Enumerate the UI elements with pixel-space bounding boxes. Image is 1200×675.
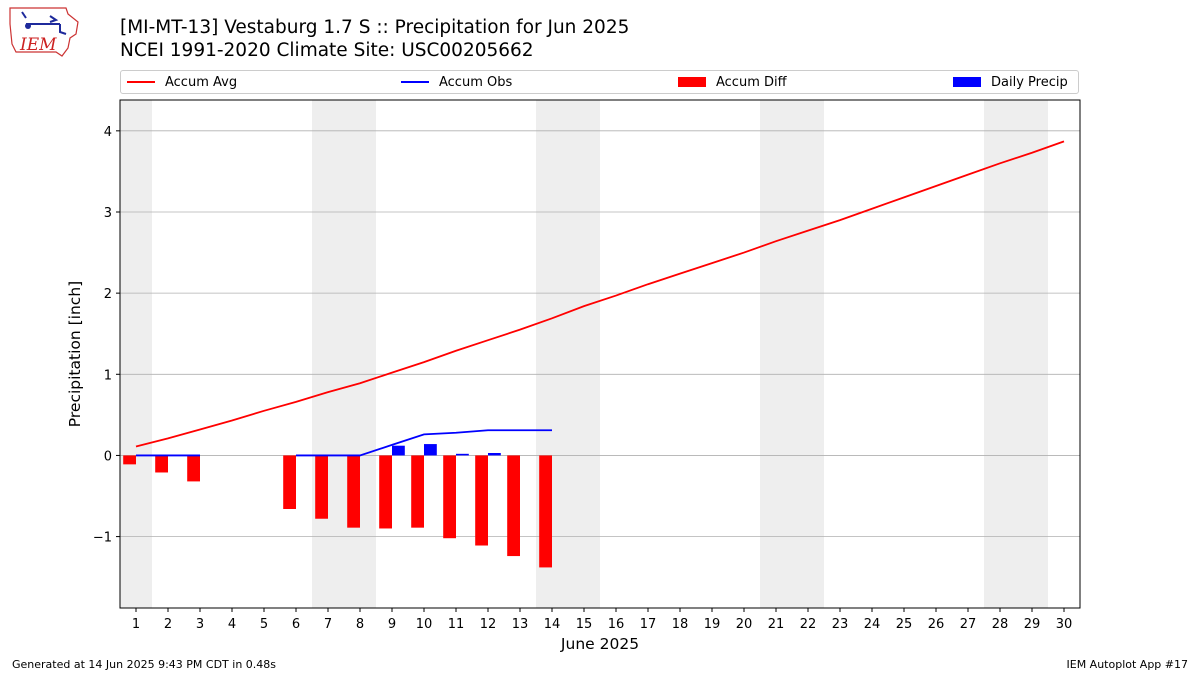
x-tick-label: 16 [608,617,625,632]
x-tick-label: 22 [800,617,817,632]
weather-symbols-icon [21,11,67,35]
x-tick-label: 7 [324,617,332,632]
y-tick-label: 2 [104,287,112,302]
x-tick-label: 20 [736,617,753,632]
weekend-band [984,100,1048,608]
weekend-band [312,100,376,608]
x-tick-label: 2 [164,617,172,632]
accum-diff-bar [155,455,168,473]
x-tick-label: 8 [356,617,364,632]
y-tick-label: 0 [104,449,112,464]
generated-note: Generated at 14 Jun 2025 9:43 PM CDT in … [12,658,277,671]
accum-obs-line [296,429,552,457]
accum-diff-bar [123,455,136,465]
legend-item-accum-diff: Accum Diff [678,71,787,93]
y-axis-label: Precipitation [inch] [66,281,84,427]
x-tick-label: 13 [512,617,529,632]
legend-swatch-daily-precip [953,77,981,87]
legend: Accum Avg Accum Obs Accum Diff Daily Pre… [120,70,1079,94]
x-tick-label: 1 [132,617,140,632]
legend-label-accum-avg: Accum Avg [165,74,238,90]
accum-diff-bar [475,455,488,546]
legend-item-accum-obs: Accum Obs [401,71,512,93]
x-tick-label: 26 [928,617,945,632]
x-tick-label: 10 [416,617,433,632]
y-tick-label: 3 [104,206,112,221]
app-credit: IEM Autoplot App #17 [1066,658,1189,671]
y-tick-label: 1 [104,368,112,383]
accum-diff-bar [411,455,424,528]
legend-label-accum-diff: Accum Diff [716,74,787,90]
x-tick-label: 12 [480,617,497,632]
accum-avg-line [135,140,1065,448]
x-tick-label: 14 [544,617,561,632]
x-tick-label: 28 [992,617,1009,632]
accum-diff-bar [315,455,328,519]
accum-diff-bar [347,455,360,528]
chart-subtitle: NCEI 1991-2020 Climate Site: USC00205662 [120,40,534,61]
legend-label-daily-precip: Daily Precip [991,74,1068,90]
legend-swatch-accum-obs [401,81,429,83]
iowa-outline [9,7,79,57]
legend-label-accum-obs: Accum Obs [439,74,513,90]
legend-item-daily-precip: Daily Precip [953,71,1068,93]
plot-frame [119,99,1081,609]
accum-diff-bar [539,455,552,568]
daily-precip-bar [456,453,469,456]
x-tick-label: 9 [388,617,396,632]
y-tick-label: −1 [93,531,112,546]
x-tick-label: 29 [1024,617,1041,632]
accum-diff-bar [379,455,392,529]
x-tick-label: 5 [260,617,268,632]
x-tick-label: 6 [292,617,300,632]
x-tick-label: 25 [896,617,913,632]
legend-swatch-accum-diff [678,77,706,87]
x-tick-label: 15 [576,617,593,632]
chart-title: [MI-MT-13] Vestaburg 1.7 S :: Precipitat… [120,17,630,38]
x-tick-label: 27 [960,617,977,632]
daily-precip-bar [488,453,501,456]
logo-text: IEM [19,35,57,55]
x-tick-label: 4 [228,617,236,632]
x-tick-label: 17 [640,617,657,632]
iem-logo: IEM [9,7,79,57]
legend-item-accum-avg: Accum Avg [127,71,237,93]
x-tick-label: 24 [864,617,881,632]
daily-precip-bar [392,445,405,456]
x-tick-label: 19 [704,617,721,632]
daily-precip-bar [424,444,437,456]
x-tick-label: 18 [672,617,689,632]
x-tick-label: 11 [448,617,465,632]
accum-diff-bar [507,455,520,557]
x-axis-label: June 2025 [560,635,639,653]
y-tick-label: 4 [104,125,112,140]
accum-diff-bar [443,455,456,539]
accum-diff-bar [187,455,200,482]
weekend-band [760,100,824,608]
weekend-band [120,100,152,608]
legend-swatch-accum-avg [127,81,155,83]
accum-diff-bar [283,455,296,509]
station-dot-icon [25,23,31,29]
x-tick-label: 30 [1056,617,1073,632]
x-tick-label: 21 [768,617,785,632]
x-tick-label: 23 [832,617,849,632]
x-tick-label: 3 [196,617,204,632]
